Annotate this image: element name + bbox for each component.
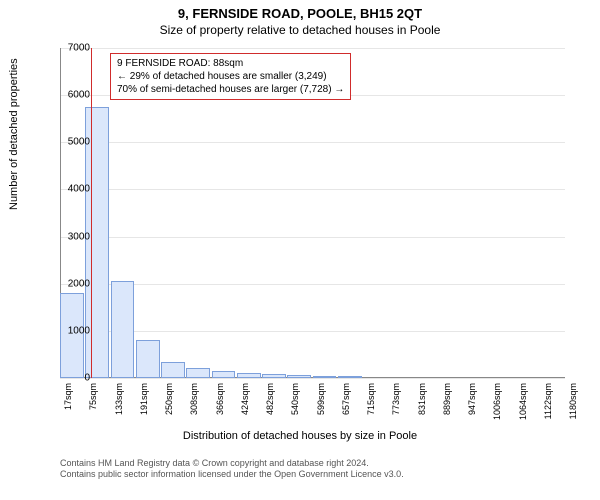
grid-line (60, 284, 565, 285)
x-tick-label: 482sqm (265, 383, 275, 423)
x-axis-label: Distribution of detached houses by size … (0, 430, 600, 442)
grid-line (60, 142, 565, 143)
histogram-bar (262, 374, 286, 378)
grid-line (60, 378, 565, 379)
annotation-line3: 70% of semi-detached houses are larger (… (117, 83, 344, 96)
histogram-bar (287, 375, 311, 378)
footnote-line1: Contains HM Land Registry data © Crown c… (60, 458, 404, 469)
x-tick-label: 1006sqm (492, 383, 502, 423)
histogram-bar (186, 368, 210, 378)
y-tick-label: 6000 (60, 90, 90, 101)
y-tick-label: 7000 (60, 43, 90, 54)
y-tick-label: 4000 (60, 184, 90, 195)
grid-line (60, 331, 565, 332)
footnote-line2: Contains public sector information licen… (60, 469, 404, 480)
x-tick-label: 889sqm (442, 383, 452, 423)
x-tick-label: 75sqm (88, 383, 98, 423)
x-tick-label: 599sqm (316, 383, 326, 423)
footnote: Contains HM Land Registry data © Crown c… (60, 458, 404, 481)
y-tick-label: 0 (60, 373, 90, 384)
x-tick-label: 191sqm (139, 383, 149, 423)
x-tick-label: 831sqm (417, 383, 427, 423)
annotation-line2: ← 29% of detached houses are smaller (3,… (117, 70, 344, 83)
chart-title-main: 9, FERNSIDE ROAD, POOLE, BH15 2QT (0, 0, 600, 21)
x-tick-label: 1064sqm (518, 383, 528, 423)
histogram-bar (161, 362, 185, 379)
x-tick-label: 657sqm (341, 383, 351, 423)
x-tick-label: 773sqm (391, 383, 401, 423)
y-tick-label: 1000 (60, 325, 90, 336)
grid-line (60, 237, 565, 238)
y-axis-label: Number of detached properties (8, 58, 20, 210)
histogram-bar (338, 376, 362, 378)
x-tick-label: 715sqm (366, 383, 376, 423)
grid-line (60, 48, 565, 49)
annotation-box: 9 FERNSIDE ROAD: 88sqm← 29% of detached … (110, 53, 351, 100)
x-tick-label: 250sqm (164, 383, 174, 423)
x-tick-label: 1122sqm (543, 383, 553, 423)
x-tick-label: 308sqm (189, 383, 199, 423)
x-tick-label: 424sqm (240, 383, 250, 423)
property-marker-line (91, 48, 93, 378)
x-tick-label: 1180sqm (568, 383, 578, 423)
histogram-bar (237, 373, 261, 378)
y-tick-label: 5000 (60, 137, 90, 148)
grid-line (60, 189, 565, 190)
x-tick-label: 540sqm (290, 383, 300, 423)
y-tick-label: 3000 (60, 231, 90, 242)
histogram-bar (313, 376, 337, 378)
x-tick-label: 133sqm (114, 383, 124, 423)
histogram-bar (136, 340, 160, 378)
histogram-bar (212, 371, 236, 378)
plot-area: 9 FERNSIDE ROAD: 88sqm← 29% of detached … (60, 48, 565, 378)
histogram-bar (111, 281, 135, 378)
x-tick-label: 366sqm (215, 383, 225, 423)
x-tick-label: 17sqm (63, 383, 73, 423)
chart-title-sub: Size of property relative to detached ho… (0, 21, 600, 37)
x-tick-label: 947sqm (467, 383, 477, 423)
y-tick-label: 2000 (60, 278, 90, 289)
annotation-line1: 9 FERNSIDE ROAD: 88sqm (117, 57, 344, 70)
